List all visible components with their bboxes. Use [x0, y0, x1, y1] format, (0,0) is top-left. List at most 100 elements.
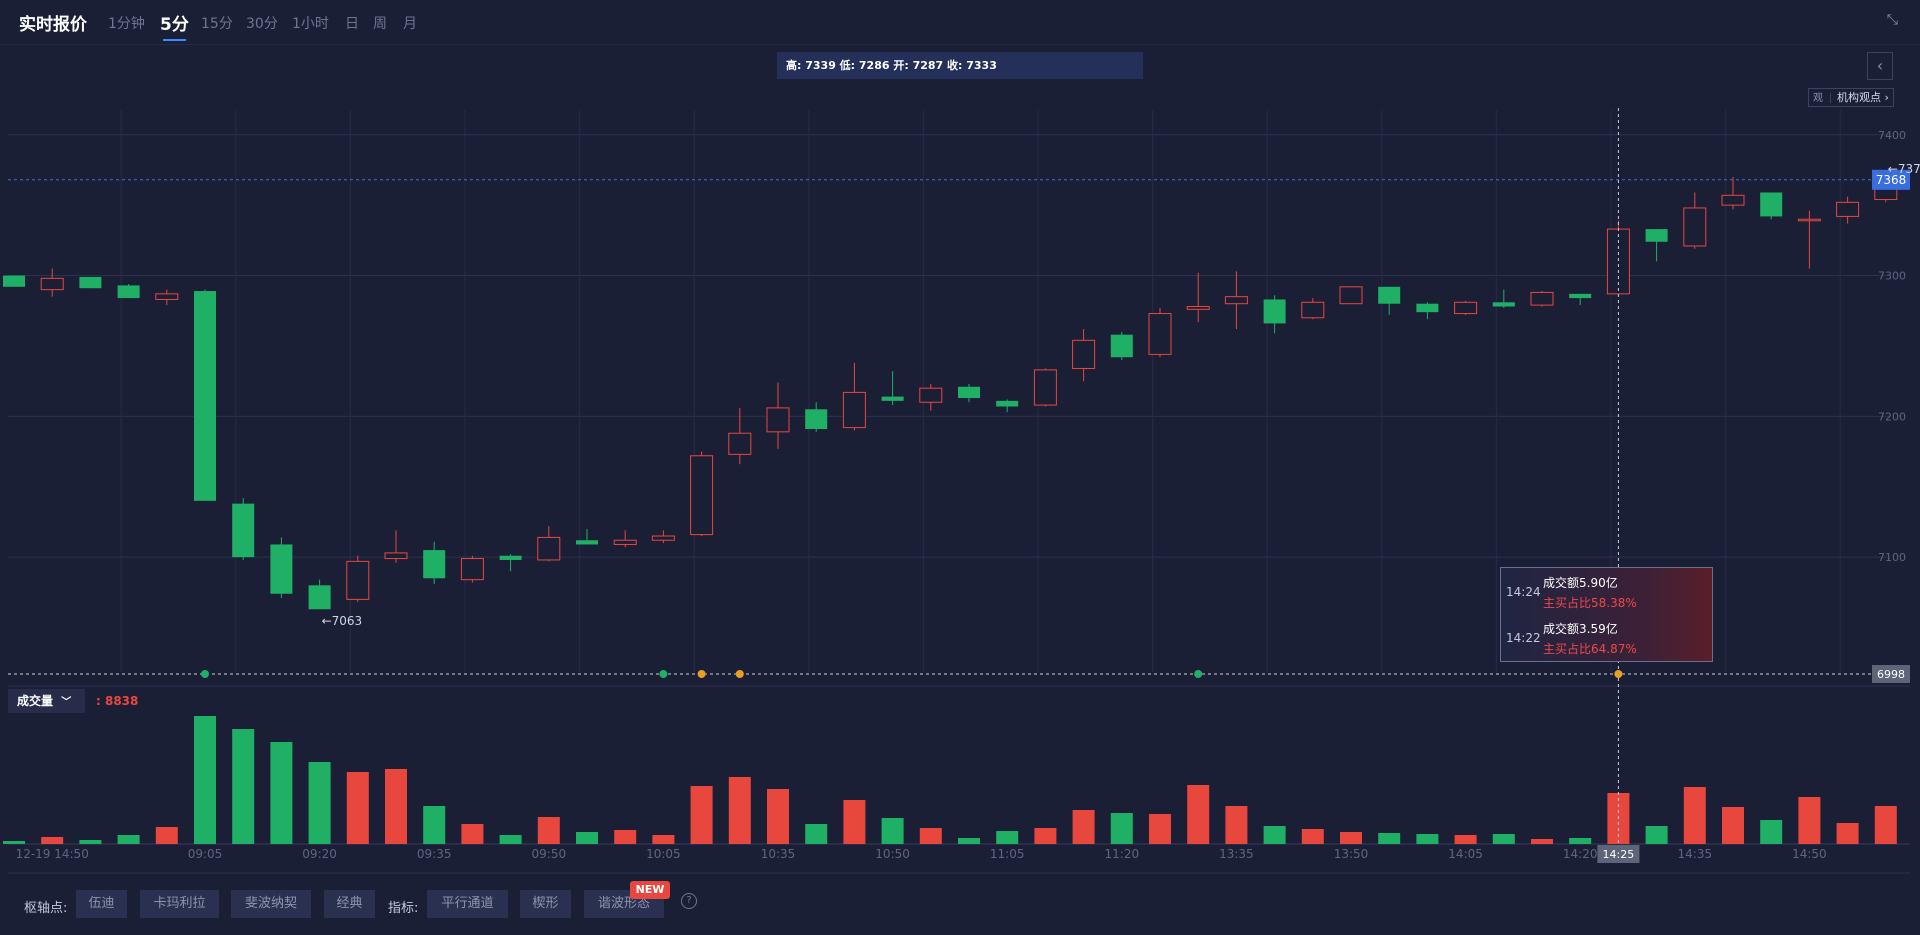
- crosshair-price-badge: [1872, 665, 1910, 683]
- candle-body: [1378, 286, 1401, 304]
- tooltip-time: 14:22: [1506, 631, 1541, 645]
- chevron-left-icon: ‹: [1876, 56, 1884, 75]
- chart-grid: [8, 110, 1910, 874]
- volume-bar: [1645, 826, 1668, 844]
- volume-selector[interactable]: 成交量 ﹀: [8, 689, 85, 713]
- volume-value: : 8838: [96, 694, 139, 708]
- volume-bar: [843, 800, 866, 844]
- time-tick-label: 09:20: [302, 847, 337, 861]
- candle-body: [40, 277, 64, 291]
- page-title: 实时报价: [19, 15, 87, 35]
- indicator-label: 指标:: [388, 901, 419, 916]
- time-tick-label: 09:35: [417, 847, 452, 861]
- volume-bar: [1722, 807, 1744, 844]
- volume-bar: [767, 789, 789, 844]
- volume-bar: [1798, 797, 1821, 844]
- indicator-parallel-channel-button[interactable]: 平行通道: [427, 890, 508, 918]
- time-tick-label: 10:05: [646, 847, 681, 861]
- indicator-wedge-button[interactable]: 楔形: [520, 890, 571, 918]
- tooltip-amount: 成交额5.90亿: [1543, 576, 1618, 590]
- volume-bar: [1149, 814, 1171, 844]
- tab-1hour[interactable]: 1小时: [292, 16, 329, 32]
- crosshair-time-label: 14:25: [1603, 848, 1635, 861]
- tab-day[interactable]: 日: [345, 16, 359, 32]
- volume-bar: [117, 835, 140, 844]
- candle-body: [3, 275, 25, 287]
- candle-body: [1569, 293, 1592, 299]
- volume-bar: [232, 729, 255, 844]
- volume-bar: [270, 742, 293, 844]
- trade-tooltip: 14:24 成交额5.90亿 主买占比58.38% 14:22 成交额3.59亿…: [1500, 567, 1713, 662]
- volume-bar: [3, 841, 25, 844]
- volume-bar: [690, 786, 713, 844]
- high-annotation: ←7370: [1888, 162, 1920, 176]
- volume-bar: [1301, 829, 1324, 844]
- tab-1min[interactable]: 1分钟: [108, 16, 145, 32]
- candle-body: [1836, 201, 1860, 217]
- pivot-woodie-button[interactable]: 伍迪: [76, 890, 127, 918]
- crosshair-time-badge: [1597, 845, 1640, 863]
- time-tick-label: 11:20: [1105, 847, 1140, 861]
- candle-body: [805, 409, 828, 430]
- event-marker: [735, 670, 744, 678]
- candle-body: [1721, 194, 1745, 206]
- shrink-icon[interactable]: ⤡: [1886, 12, 1898, 28]
- volume-bar: [614, 830, 637, 844]
- volume-bar: [1034, 828, 1057, 844]
- candle-body: [460, 558, 484, 581]
- volume-bar: [1874, 806, 1897, 844]
- candle-body: [996, 400, 1019, 407]
- volume-bar: [1492, 834, 1515, 844]
- price-tick-label: 7200: [1878, 410, 1906, 423]
- help-icon[interactable]: ?: [681, 893, 697, 909]
- candle-body: [1797, 218, 1821, 222]
- volume-bar: [1340, 832, 1362, 844]
- candle-body: [690, 455, 714, 536]
- chevron-down-icon: ﹀: [61, 697, 72, 708]
- volume-bar: [1531, 839, 1553, 844]
- tooltip-time: 14:24: [1506, 585, 1541, 599]
- chevron-right-icon: ›: [1884, 91, 1889, 104]
- event-marker: [1194, 670, 1203, 678]
- time-tick-label: 14:50: [1792, 847, 1827, 861]
- tab-week[interactable]: 周: [373, 16, 387, 32]
- new-badge: NEW: [630, 881, 670, 899]
- event-marker: [1614, 670, 1623, 678]
- candle-body: [842, 391, 866, 429]
- volume-bar: [499, 835, 522, 844]
- collapse-panel-button[interactable]: ‹: [1867, 52, 1893, 80]
- volume-bar: [805, 824, 828, 844]
- price-tick-label: 7100: [1878, 551, 1906, 564]
- pivot-camarilla-button[interactable]: 卡玛利拉: [140, 890, 219, 918]
- tooltip-amount: 成交额3.59亿: [1543, 622, 1618, 636]
- tab-15min[interactable]: 15分: [201, 16, 233, 32]
- time-tick-label: 10:50: [875, 847, 910, 861]
- candle-body: [384, 552, 408, 560]
- pivot-fibonacci-button[interactable]: 斐波纳契: [231, 890, 311, 918]
- volume-bar: [919, 828, 942, 844]
- candle-body: [613, 539, 637, 545]
- candle-body: [537, 536, 561, 561]
- event-marker: [659, 670, 668, 678]
- candle-body: [1416, 303, 1439, 313]
- candle-body: [1110, 334, 1133, 358]
- candle-body: [919, 387, 943, 403]
- tab-month[interactable]: 月: [403, 16, 417, 32]
- volume-bar: [194, 716, 216, 844]
- volume-bar: [728, 777, 751, 844]
- pivot-classic-button[interactable]: 经典: [324, 890, 375, 918]
- time-tick-label: 13:35: [1219, 847, 1254, 861]
- volume-bar: [346, 772, 369, 844]
- candle-body: [232, 503, 255, 558]
- time-tick-label: 10:35: [761, 847, 796, 861]
- tab-5min[interactable]: 5分: [160, 10, 189, 41]
- viewpoint-button[interactable]: 观 机构观点 ›: [1808, 88, 1894, 107]
- time-tick-label: 12-19 14:50: [16, 847, 89, 861]
- volume-bar: [958, 838, 980, 844]
- candle-body: [423, 550, 446, 579]
- tooltip-ratio: 主买占比58.38%: [1543, 596, 1637, 610]
- tab-30min[interactable]: 30分: [246, 16, 278, 32]
- candle-body: [499, 555, 522, 560]
- candle-body: [1760, 192, 1783, 217]
